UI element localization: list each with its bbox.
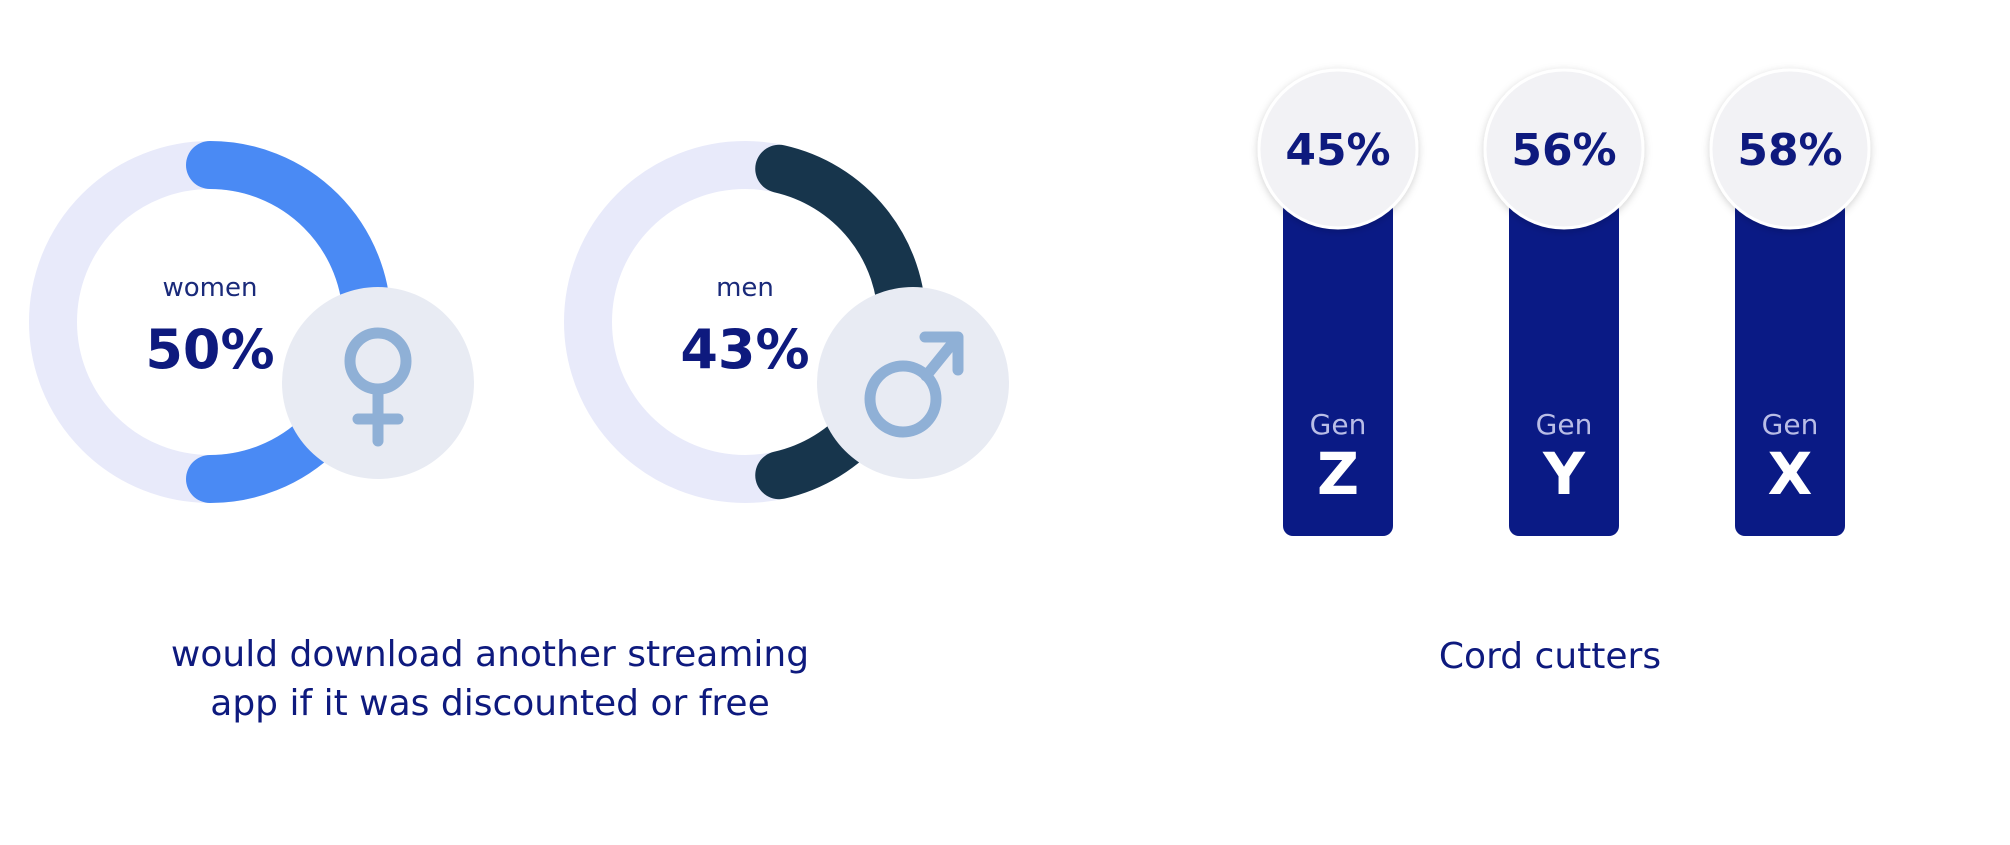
- bar-category-prefix: Gen: [1536, 408, 1593, 441]
- value-bubble: [1257, 68, 1419, 230]
- bar-chart-title: Cord cutters: [1438, 636, 1662, 677]
- value-bubble: [1483, 68, 1645, 230]
- bar-value-label: 58%: [1737, 125, 1842, 176]
- bar-column: [1735, 200, 1845, 536]
- bar-category-letter: Y: [1542, 440, 1586, 508]
- donut-label-women: women: [163, 273, 258, 303]
- donut-label-men: men: [716, 273, 774, 303]
- bar-category-prefix: Gen: [1310, 408, 1367, 441]
- bar-category-prefix: Gen: [1762, 408, 1819, 441]
- bar-column: [1283, 200, 1393, 536]
- donut-caption: would download another streaming app if …: [170, 634, 810, 724]
- bar-value-label: 56%: [1511, 125, 1616, 176]
- bar-category-letter: Z: [1317, 440, 1359, 508]
- male-symbol-icon: [817, 287, 1009, 479]
- female-symbol-icon: [282, 287, 474, 479]
- donut-men: men 43%: [564, 141, 1009, 503]
- donut-value-men: 43%: [680, 318, 809, 381]
- donut-women: women 50%: [29, 141, 474, 503]
- bar-value-label: 45%: [1285, 125, 1390, 176]
- donut-value-women: 50%: [145, 318, 274, 381]
- bar-category-letter: X: [1768, 440, 1813, 508]
- bar-column: [1509, 200, 1619, 536]
- donut-charts: women 50% men 43%: [29, 141, 1009, 503]
- value-bubble: [1709, 68, 1871, 230]
